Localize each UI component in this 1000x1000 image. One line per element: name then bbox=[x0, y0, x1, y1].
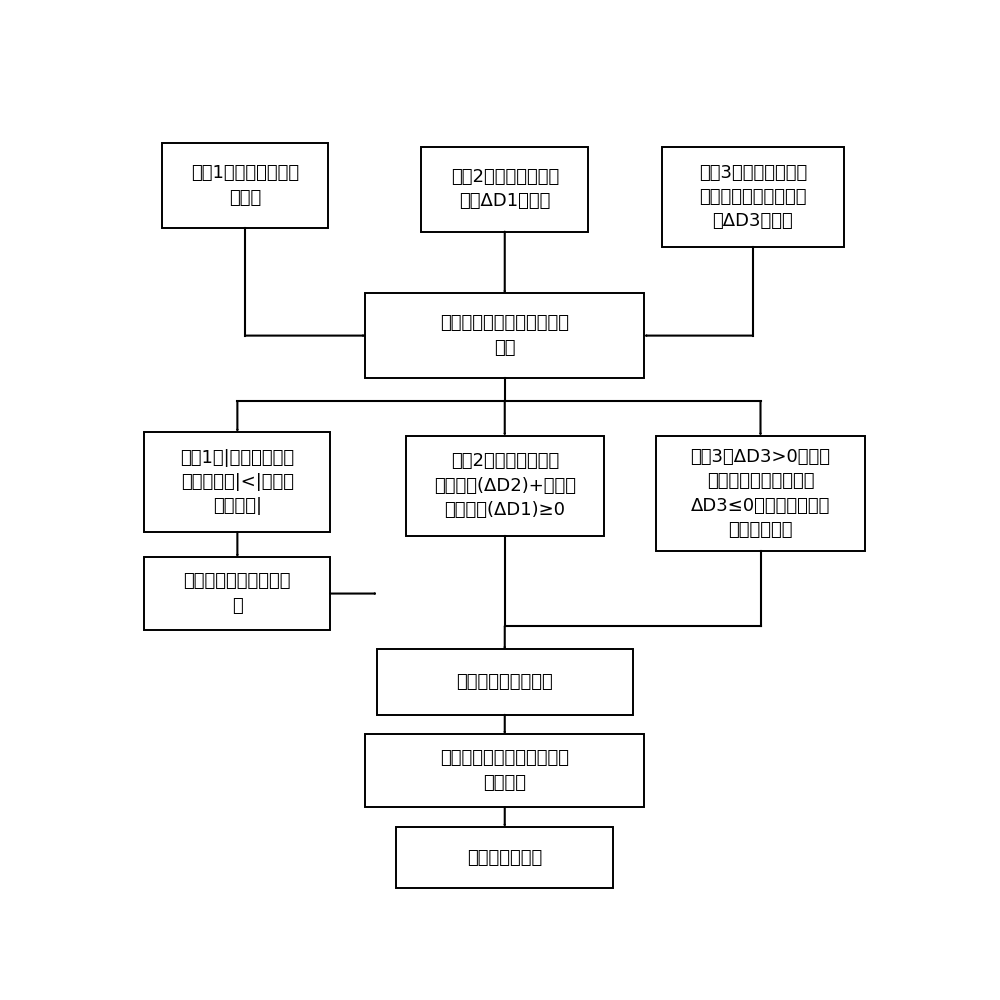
FancyBboxPatch shape bbox=[365, 734, 644, 807]
Text: 周边离焦控制程度的要
求: 周边离焦控制程度的要 求 bbox=[184, 572, 291, 615]
FancyBboxPatch shape bbox=[421, 147, 588, 232]
FancyBboxPatch shape bbox=[396, 827, 613, 888]
FancyBboxPatch shape bbox=[406, 436, 604, 536]
Text: 方法1：视网膜曲率半
径检查: 方法1：视网膜曲率半 径检查 bbox=[191, 164, 299, 207]
Text: 方法3：ΔD3>0，基本
满足近视化离焦要求；
ΔD3≤0，未达到近视化
离焦，需补偿: 方法3：ΔD3>0，基本 满足近视化离焦要求； ΔD3≤0，未达到近视化 离焦，… bbox=[690, 448, 830, 539]
Text: 方法2：裸眼周边离焦
量（ΔD1）检查: 方法2：裸眼周边离焦 量（ΔD1）检查 bbox=[451, 168, 559, 210]
Text: 制成视力矫正镜: 制成视力矫正镜 bbox=[467, 849, 542, 867]
FancyBboxPatch shape bbox=[144, 557, 330, 630]
Text: 按照屈光力分布进行镜片非
球面设计: 按照屈光力分布进行镜片非 球面设计 bbox=[440, 750, 569, 792]
Text: 方法3：配戴试戴镜片
后人眼戴镜周边离焦量
（ΔD3）检查: 方法3：配戴试戴镜片 后人眼戴镜周边离焦量 （ΔD3）检查 bbox=[699, 164, 807, 230]
Text: 镜片屈光力分布方案: 镜片屈光力分布方案 bbox=[456, 673, 553, 691]
FancyBboxPatch shape bbox=[656, 436, 865, 551]
Text: 方法2：镜片提供的周
边离焦量(ΔD2)+裸眼周
边离焦量(ΔD1)≥0: 方法2：镜片提供的周 边离焦量(ΔD2)+裸眼周 边离焦量(ΔD1)≥0 bbox=[434, 452, 576, 519]
FancyBboxPatch shape bbox=[162, 143, 328, 228]
FancyBboxPatch shape bbox=[365, 293, 644, 378]
FancyBboxPatch shape bbox=[662, 147, 844, 247]
FancyBboxPatch shape bbox=[377, 649, 633, 715]
Text: 整眼人眼形成近视化离焦的
条件: 整眼人眼形成近视化离焦的 条件 bbox=[440, 314, 569, 357]
FancyBboxPatch shape bbox=[144, 432, 330, 532]
Text: 方法1：|镜片屈光力分
布曲率半径|<|视网膜
曲率半径|: 方法1：|镜片屈光力分 布曲率半径|<|视网膜 曲率半径| bbox=[180, 449, 294, 515]
